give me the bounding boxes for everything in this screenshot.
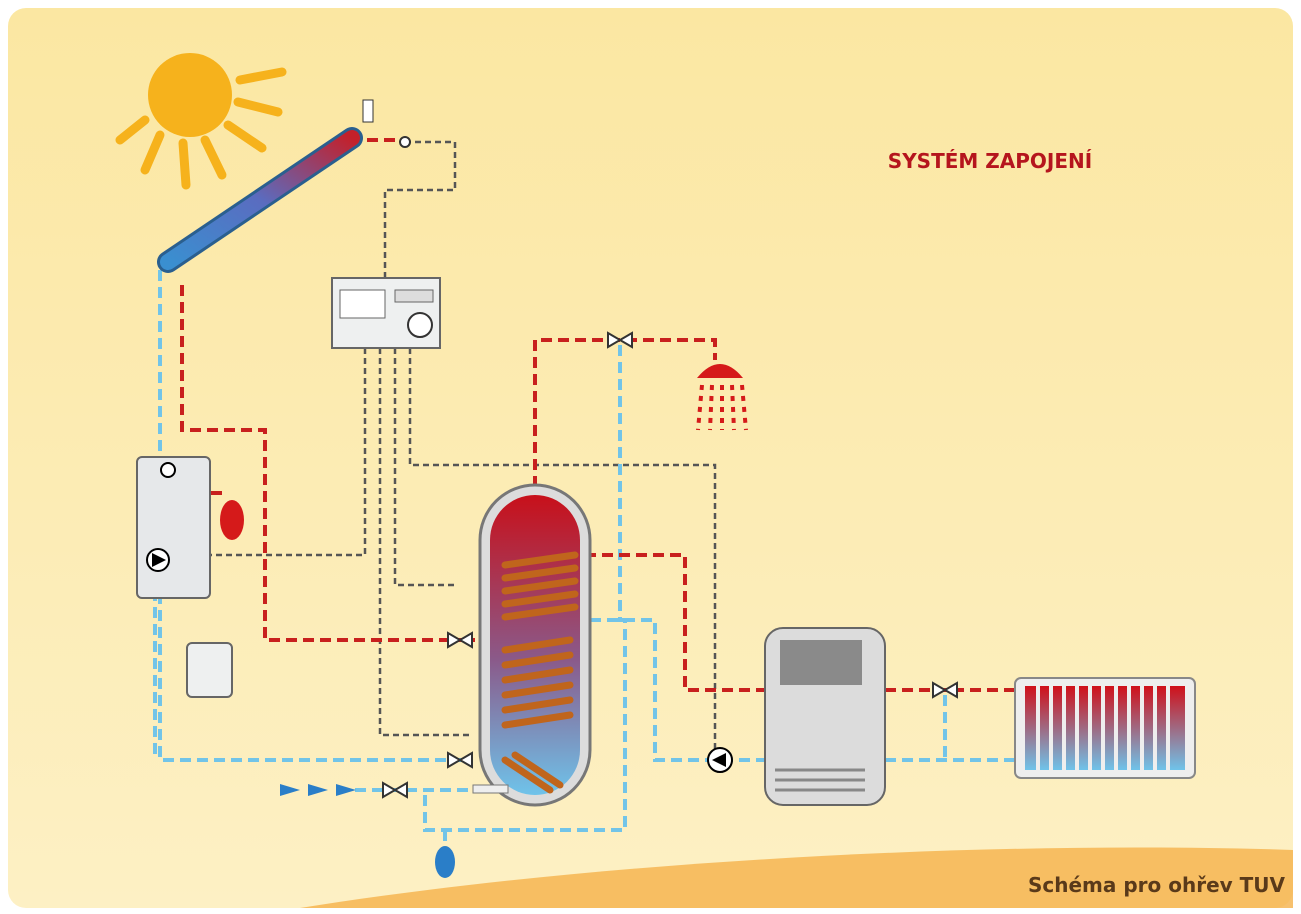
pump xyxy=(708,748,732,772)
expansion-vessel xyxy=(435,846,455,878)
boiler xyxy=(765,628,885,805)
radiator xyxy=(1015,678,1195,778)
controller xyxy=(332,278,440,348)
diagram: SYSTÉM ZAPOJENÍ Schéma pro ohřev TUV xyxy=(0,0,1301,914)
title: SYSTÉM ZAPOJENÍ xyxy=(888,149,1092,173)
caption: Schéma pro ohřev TUV xyxy=(1028,873,1286,897)
hot-water-tank xyxy=(473,485,590,805)
